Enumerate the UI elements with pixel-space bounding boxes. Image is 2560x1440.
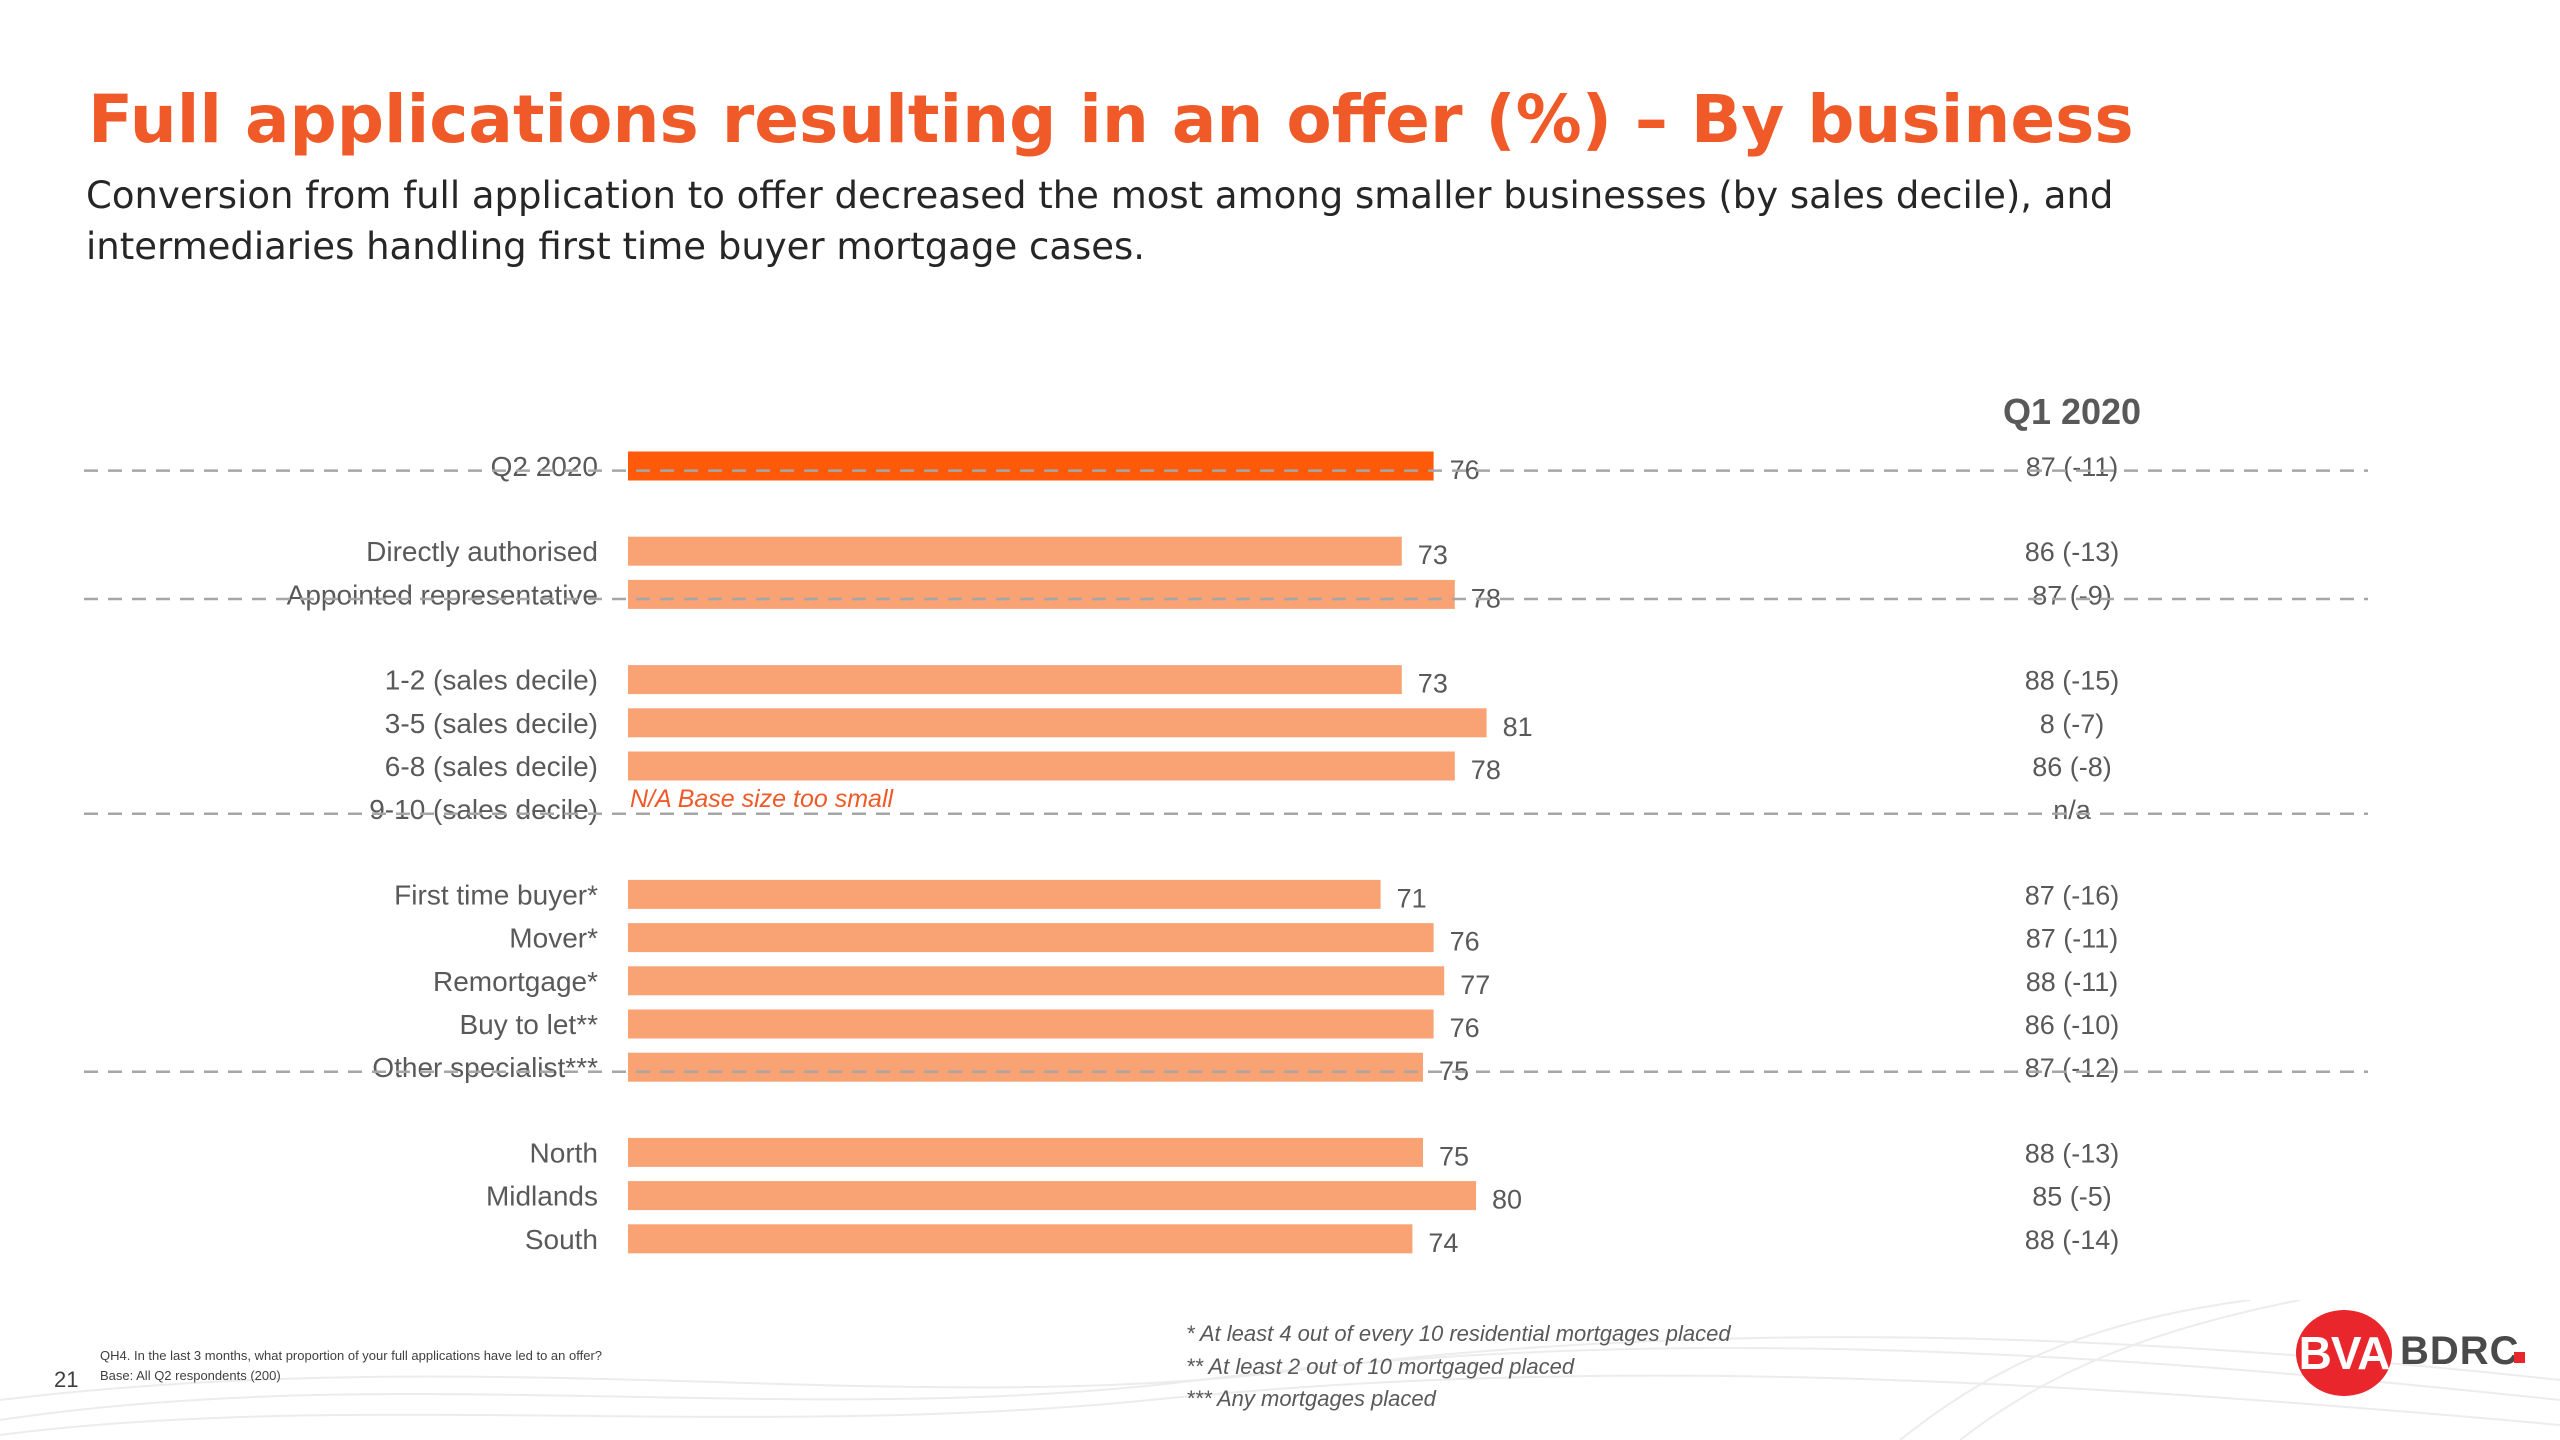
comparison-value: 86 (-8) bbox=[2032, 752, 2112, 782]
bva-bdrc-logo: BVA BDRC bbox=[2292, 1306, 2532, 1402]
category-label: Buy to let** bbox=[459, 1009, 598, 1040]
logo-dot bbox=[2514, 1352, 2525, 1363]
comparison-value: 88 (-13) bbox=[2025, 1138, 2120, 1168]
comparison-header: Q1 2020 bbox=[2003, 391, 2141, 432]
bar-value-label: 78 bbox=[1471, 755, 1501, 785]
highlight-bar bbox=[628, 451, 1434, 481]
category-label: 6-8 (sales decile) bbox=[385, 751, 598, 782]
bar bbox=[628, 665, 1402, 695]
bar-chart: Q1 2020 Q2 2020 76 87 (-11) Directly authori… bbox=[84, 391, 2368, 1258]
category-label: Midlands bbox=[486, 1181, 598, 1212]
comparison-value: 85 (-5) bbox=[2032, 1182, 2112, 1212]
logo-bva-mark: BVA bbox=[2296, 1310, 2392, 1396]
bar bbox=[628, 923, 1434, 953]
bar bbox=[628, 1224, 1413, 1254]
survey-base-note: Base: All Q2 respondents (200) bbox=[100, 1368, 281, 1383]
category-label: Mover* bbox=[509, 923, 598, 954]
category-label: Directly authorised bbox=[366, 536, 598, 567]
comparison-value: 88 (-15) bbox=[2025, 666, 2120, 696]
bar bbox=[628, 879, 1381, 909]
category-label: Appointed representative bbox=[287, 579, 598, 610]
bar bbox=[628, 966, 1445, 996]
bar bbox=[628, 708, 1487, 738]
bar bbox=[628, 1137, 1423, 1167]
category-label: Remortgage* bbox=[433, 966, 598, 997]
footnote-line: * At least 4 out of every 10 residential… bbox=[1186, 1321, 1731, 1346]
bar bbox=[628, 1009, 1434, 1039]
page-number: 21 bbox=[54, 1367, 79, 1392]
category-label: 9-10 (sales decile) bbox=[369, 794, 598, 825]
bar-value-label: 81 bbox=[1503, 712, 1533, 742]
bar bbox=[628, 579, 1455, 609]
bar-value-label: 80 bbox=[1492, 1185, 1522, 1215]
na-note: N/A Base size too small bbox=[630, 785, 895, 813]
page-subtitle: Conversion from full application to offe… bbox=[86, 174, 2114, 268]
comparison-value: 88 (-11) bbox=[2026, 967, 2119, 997]
bar bbox=[628, 751, 1455, 781]
bar-value-label: 76 bbox=[1450, 927, 1480, 957]
bar-value-label: 77 bbox=[1460, 970, 1490, 1000]
footnote-line: *** Any mortgages placed bbox=[1186, 1386, 1436, 1411]
bar-value-label: 74 bbox=[1428, 1228, 1458, 1258]
comparison-value: 87 (-11) bbox=[2026, 452, 2119, 482]
page-title: Full applications resulting in an offer … bbox=[88, 81, 2134, 158]
comparison-value: 86 (-10) bbox=[2025, 1010, 2120, 1040]
footnote-line: ** At least 2 out of 10 mortgaged placed bbox=[1186, 1353, 1575, 1379]
comparison-value: 87 (-12) bbox=[2025, 1053, 2120, 1083]
comparison-value: 86 (-13) bbox=[2025, 537, 2120, 567]
comparison-value: n/a bbox=[2053, 795, 2092, 825]
bar-value-label: 73 bbox=[1418, 540, 1448, 570]
bar bbox=[628, 1052, 1423, 1082]
bar-value-label: 75 bbox=[1439, 1141, 1469, 1171]
bar bbox=[628, 536, 1402, 566]
category-label: North bbox=[530, 1137, 598, 1168]
logo-bdrc-wordmark: BDRC bbox=[2400, 1329, 2520, 1373]
bar bbox=[628, 1181, 1476, 1211]
bar-value-label: 71 bbox=[1397, 883, 1427, 913]
footnotes: * At least 4 out of every 10 residential… bbox=[1186, 1318, 1731, 1416]
category-label: South bbox=[525, 1224, 598, 1255]
comparison-value: 87 (-16) bbox=[2025, 880, 2120, 910]
comparison-value: 88 (-14) bbox=[2025, 1225, 2120, 1255]
bar-value-label: 76 bbox=[1450, 1013, 1480, 1043]
background-wave-pattern bbox=[0, 1300, 2560, 1440]
survey-question-note: QH4. In the last 3 months, what proporti… bbox=[100, 1348, 602, 1363]
comparison-value: 87 (-11) bbox=[2026, 924, 2119, 954]
category-label: 3-5 (sales decile) bbox=[385, 708, 598, 739]
comparison-value: 8 (-7) bbox=[2040, 709, 2105, 739]
category-label: Q2 2020 bbox=[491, 451, 598, 482]
category-label: Other specialist*** bbox=[372, 1052, 598, 1083]
category-label: 1-2 (sales decile) bbox=[385, 665, 598, 696]
comparison-value: 87 (-9) bbox=[2032, 580, 2112, 610]
bar-value-label: 73 bbox=[1418, 669, 1448, 699]
category-label: First time buyer* bbox=[394, 879, 598, 910]
